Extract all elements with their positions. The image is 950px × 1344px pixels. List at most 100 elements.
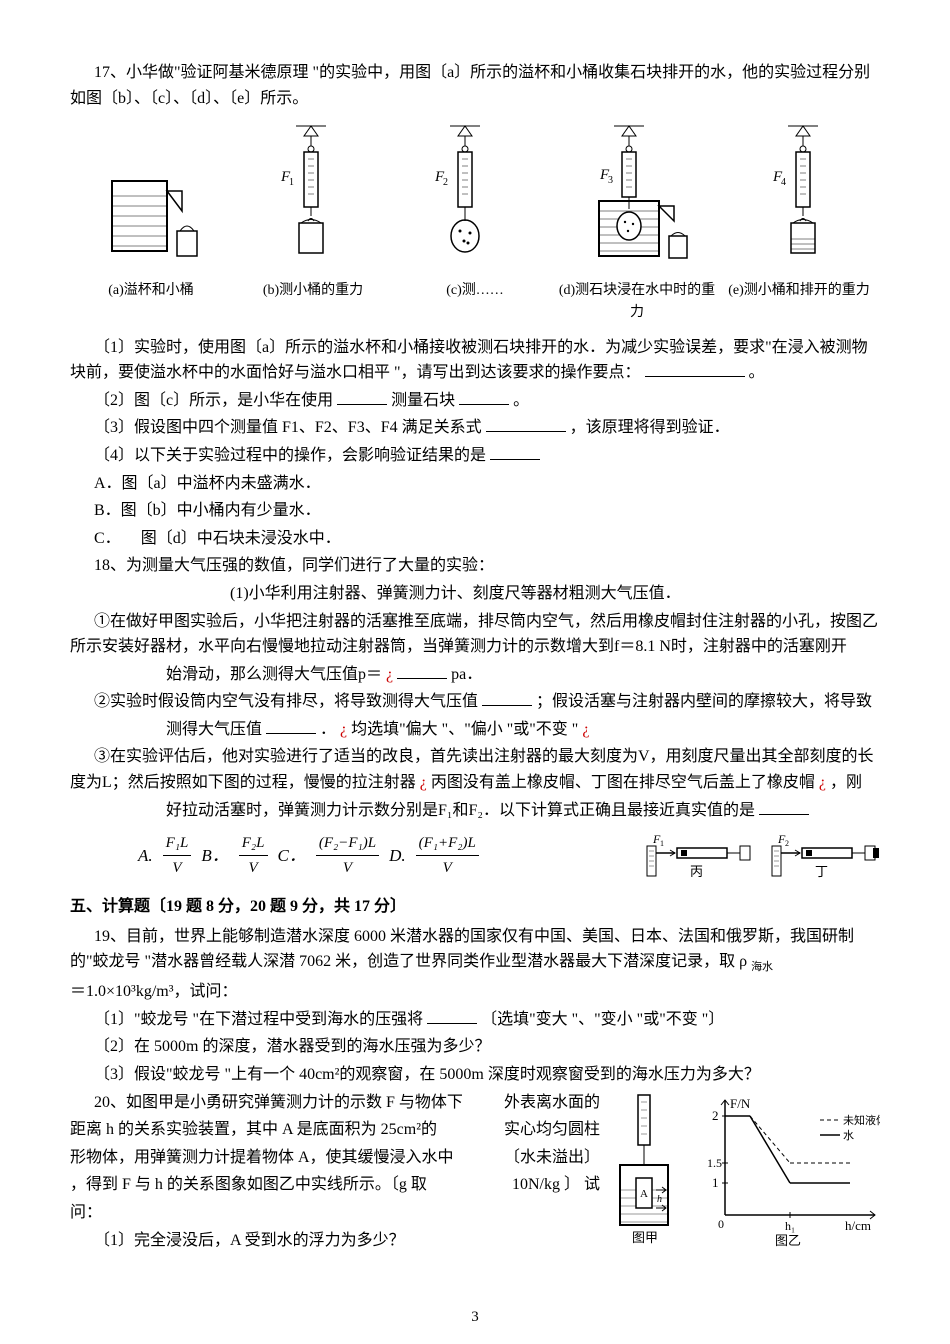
q18-circ1-accent: ¿ (386, 666, 393, 683)
q19-stem-sub: 海水 (751, 962, 773, 974)
svg-text:F/N: F/N (730, 1096, 751, 1111)
svg-text:A: A (640, 1188, 648, 1200)
f-D-frac: (F₁+F₂)LV (416, 831, 479, 880)
q20-fig-jia: A h 图甲 (610, 1090, 680, 1250)
q18-circ1: ①在做好甲图实验后，小华把注射器的活塞推至底端，排尽筒内空气，然后用橡皮帽封住注… (70, 609, 880, 660)
q20-fig-yi: F/N h/cm 2 1.5 1 0 h₁ 未知液体 水 图乙 (700, 1090, 880, 1250)
q17-caption-d: (d)测石块浸在水中时的重力 (556, 280, 718, 325)
q19-sub1a: 〔1〕"蛟龙号 "在下潜过程中受到海水的压强将 (94, 1011, 423, 1028)
svg-text:未知液体: 未知液体 (843, 1113, 880, 1127)
q19-sub1-blank (427, 1008, 477, 1024)
q17-captions: (a)溢杯和小桶 (b)测小桶的重力 (c)测…… (d)测石块浸在水中时的重力… (70, 280, 880, 325)
f-A: A. (138, 842, 153, 869)
q17-sub2c: 。 (513, 392, 529, 409)
q19-sub2: 〔2〕在 5000m 的深度，潜水器受到的海水压强为多少？ (70, 1034, 880, 1060)
q17-diagram-c: F2 (420, 121, 510, 270)
q18-circ3: ③在实验评估后，他对实验进行了适当的改良，首先读出注射器的最大刻度为V，用刻度尺… (70, 744, 880, 795)
q18-circ2c: 测得大气压值 (166, 721, 262, 738)
q18-circ3-accent1: ¿ (420, 774, 427, 791)
q17-sub4-blank (490, 444, 540, 460)
q18-circ1-cont: 始滑动，那么测得大气压值p＝ ¿ pa． (70, 662, 880, 688)
q17-diagram-b: F1 (266, 121, 356, 270)
f-C: C． (278, 842, 306, 869)
svg-text:1.5: 1.5 (707, 1156, 722, 1170)
svg-text:2: 2 (785, 839, 789, 848)
q17-caption-c: (c)测…… (394, 280, 556, 325)
q20-figures: A h 图甲 F/N h/cm 2 1.5 1 0 h₁ (610, 1090, 880, 1250)
q17-sub3-blank (486, 416, 566, 432)
q17-sub4: 〔4〕以下关于实验过程中的操作，会影响验证结果的是 (70, 443, 880, 469)
svg-text:0: 0 (718, 1217, 724, 1231)
q18-circ3-cont: 好拉动活塞时，弹簧测力计示数分别是F₁和F₂．以下计算式正确且最接近真实值的是 (70, 798, 880, 824)
svg-text:1: 1 (289, 177, 294, 188)
q17-optC-text: 图〔d〕中石块未浸没水中． (141, 530, 341, 547)
q17-optC: C． 图〔d〕中石块未浸没水中． (70, 526, 880, 552)
q18-circ2-cont: 测得大气压值 ． ¿ 均选填"偏大 "、"偏小 "或"不变 " ¿ (70, 717, 880, 743)
q20-l1b: 外表离水面的 (504, 1090, 600, 1116)
section5-title: 五、计算题〔19 题 8 分，20 题 9 分，共 17 分〕 (70, 894, 880, 920)
q19-stem: 19、目前，世界上能够制造潜水深度 6000 米潜水器的国家仅有中国、美国、日本… (70, 924, 880, 977)
q18-sub1: (1)小华利用注射器、弹簧测力计、刻度尺等器材粗测大气压值． (70, 581, 880, 607)
q17-sub2a: 〔2〕图〔c〕所示，是小华在使用 (94, 392, 333, 409)
f-A-frac: F₁LV (163, 831, 192, 880)
q18-circ2-accent2: ¿ (582, 721, 589, 738)
svg-text:h₁: h₁ (785, 1219, 795, 1233)
q18-stem: 18、为测量大气压强的数值，同学们进行了大量的实验： (70, 553, 880, 579)
q17-sub3a: 〔3〕假设图中四个测量值 F1、F2、F3、F4 满足关系式 (94, 419, 482, 436)
q20-l2b: 实心均匀圆柱 (504, 1117, 600, 1143)
q18-circ3-blank (759, 799, 809, 815)
q18-circ2-blank1 (482, 690, 532, 706)
q18-circ1-blank (397, 663, 447, 679)
svg-text:4: 4 (781, 177, 786, 188)
svg-text:丙: 丙 (690, 864, 703, 879)
q17-sub1-end: 。 (749, 364, 765, 381)
q19-sub1: 〔1〕"蛟龙号 "在下潜过程中受到海水的压强将 〔选填"变大 "、"变小 "或"… (70, 1007, 880, 1033)
q20-l2a: 距离 h 的关系实验装置，其中 A 是底面积为 25cm²的 (70, 1117, 437, 1143)
q18-formulas: A. F₁LV B． F₂LV C． (F₂−F₁)LV D. (F₁+F₂)L… (70, 831, 635, 880)
q17-sub2b: 测量石块 (391, 392, 455, 409)
q18-circ2-accent1: ¿ (340, 721, 347, 738)
q18-circ3b: 丙图没有盖上橡皮帽、丁图在排尽空气后盖上了橡皮帽 (431, 774, 815, 791)
q17-stem: 17、小华做"验证阿基米德原理 "的实验中，用图〔a〕所示的溢杯和小桶收集石块排… (70, 60, 880, 111)
q17-sub2-blank2 (459, 389, 509, 405)
svg-text:h/cm: h/cm (845, 1218, 871, 1233)
svg-text:图甲: 图甲 (632, 1230, 658, 1245)
f-D: D. (389, 842, 406, 869)
q18-circ3c: ，刚 (830, 774, 862, 791)
q17-sub2: 〔2〕图〔c〕所示，是小华在使用 测量石块 。 (70, 388, 880, 414)
q18-circ2-blank2 (266, 718, 316, 734)
q17-diagram-e: F4 (758, 121, 848, 270)
q17-optB: B．图〔b〕中小桶内有少量水． (70, 498, 880, 524)
svg-text:1: 1 (712, 1175, 719, 1190)
q18-circ2b: ；假设活塞与注射器内壁间的摩擦较大，将导致 (536, 693, 872, 710)
q19-sub3: 〔3〕假设"蛟龙号 "上有一个 40cm²的观察窗，在 5000m 深度时观察窗… (70, 1062, 880, 1088)
q17-diagram-row: F1 F2 (70, 121, 880, 270)
svg-text:2: 2 (443, 177, 448, 188)
q17-sub1: 〔1〕实验时，使用图〔a〕所示的溢水杯和小桶接收被测石块排开的水．为减少实验误差… (70, 335, 880, 386)
svg-text:丁: 丁 (815, 864, 828, 879)
q17-diagram-d: F3 (574, 121, 694, 270)
svg-text:图乙: 图乙 (775, 1233, 801, 1248)
q17-sub3: 〔3〕假设图中四个测量值 F1、F2、F3、F4 满足关系式 ，该原理将得到验证… (70, 415, 880, 441)
q20-l1a: 20、如图甲是小勇研究弹簧测力计的示数 F 与物体下 (70, 1090, 463, 1116)
q20-l4a: ，得到 F 与 h 的关系图象如图乙中实线所示。〔g 取 (70, 1172, 427, 1198)
f-B-frac: F₂LV (239, 831, 268, 880)
q18-circ3d: 好拉动活塞时，弹簧测力计示数分别是F₁和F₂．以下计算式正确且最接近真实值的是 (166, 802, 755, 819)
q17-sub2-blank1 (337, 389, 387, 405)
q18-circ3-accent2: ¿ (819, 774, 826, 791)
q18-circ2f: 均选填"偏大 "、"偏小 "或"不变 " (351, 721, 578, 738)
f-B: B． (201, 842, 228, 869)
svg-text:3: 3 (608, 175, 613, 186)
q18-circ1b: 始滑动，那么测得大气压值p＝ (166, 666, 382, 683)
q18-fig-bc: F1 丙 F2 丁 (645, 831, 880, 881)
page-number: 3 (471, 1305, 479, 1329)
q17-caption-e: (e)测小桶和排开的重力 (718, 280, 880, 325)
q17-sub4-text: 〔4〕以下关于实验过程中的操作，会影响验证结果的是 (94, 447, 486, 464)
q18-circ2: ②实验时假设筒内空气没有排尽，将导致测得大气压值 ；假设活塞与注射器内壁间的摩擦… (70, 689, 880, 715)
q17-sub1-blank (645, 361, 745, 377)
q18-circ1a: ①在做好甲图实验后，小华把注射器的活塞推至底端，排尽筒内空气，然后用橡皮帽封住注… (70, 613, 878, 656)
q17-optA: A．图〔a〕中溢杯内未盛满水． (70, 471, 880, 497)
f-C-frac: (F₂−F₁)LV (316, 831, 379, 880)
svg-text:水: 水 (843, 1129, 854, 1142)
svg-text:2: 2 (712, 1108, 719, 1123)
